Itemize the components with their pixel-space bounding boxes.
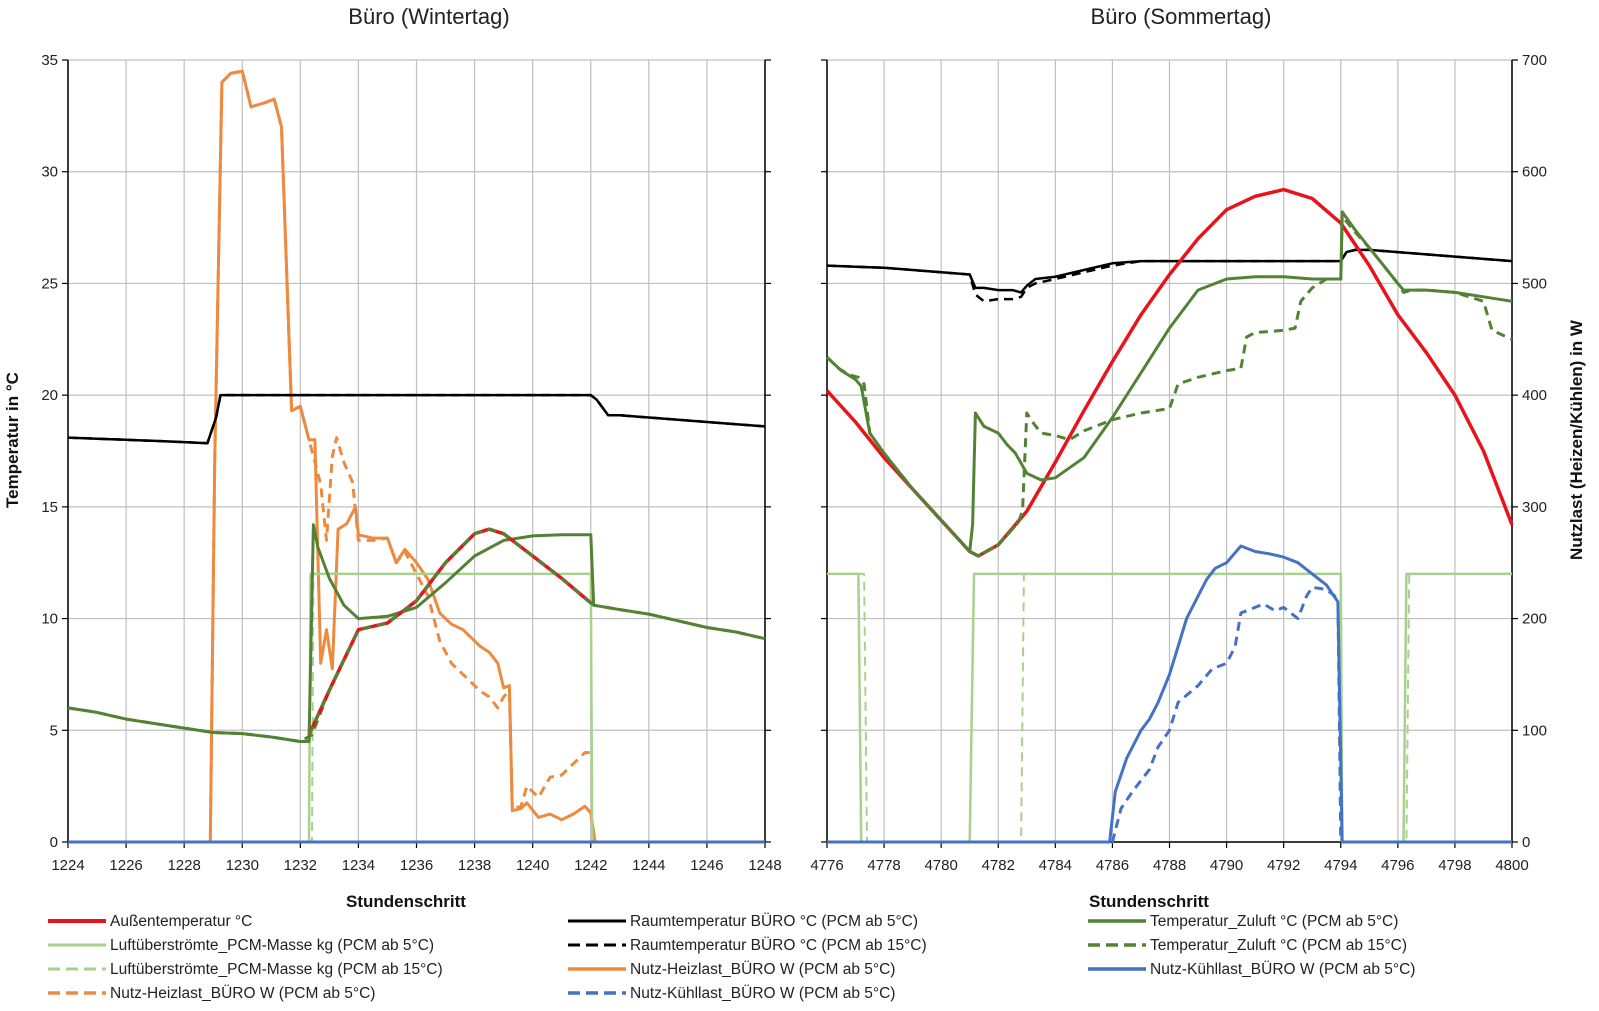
x-tick-label: 1240 xyxy=(516,857,549,874)
x-tick-label: 1232 xyxy=(284,857,317,874)
legend-entry: Nutz-Kühllast_BÜRO W (PCM ab 5°C) xyxy=(1088,960,1415,978)
x-tick-labels: 1224 1226 1228 1230 1232 1234 1236 1238 1240 1242… xyxy=(51,842,782,874)
y2-tick-label: 700 xyxy=(1522,52,1547,69)
y-tick-label: 20 xyxy=(41,387,58,404)
series-line-aussen_15_overlay xyxy=(969,521,1020,558)
x-tick-label: 1246 xyxy=(690,857,723,874)
series-line-aussen xyxy=(307,527,592,736)
x-tick-label: 4788 xyxy=(1153,857,1186,874)
x-tick-label: 4784 xyxy=(1039,857,1072,874)
legend-entry: Nutz-Heizlast_BÜRO W (PCM ab 5°C) xyxy=(48,984,375,1002)
legend-label: Luftüberströmte_PCM-Masse kg (PCM ab 5°C… xyxy=(110,937,434,954)
x-tick-label: 4782 xyxy=(982,857,1015,874)
legend-entry: Temperatur_Zuluft °C (PCM ab 15°C) xyxy=(1088,937,1407,954)
chart-title-left: Büro (Wintertag) xyxy=(348,4,509,29)
x-tick-label: 4786 xyxy=(1096,857,1129,874)
x-tick-label: 4778 xyxy=(867,857,900,874)
y-tick-label: 15 xyxy=(41,499,58,516)
x-tick-label: 4800 xyxy=(1495,857,1528,874)
y2-tick-label: 400 xyxy=(1522,387,1547,404)
legend: Außentemperatur °C Raumtemperatur BÜRO °C… xyxy=(48,912,1415,1002)
y-tick-label: 25 xyxy=(41,275,58,292)
x-tick-label: 4796 xyxy=(1381,857,1414,874)
legend-label: Raumtemperatur BÜRO °C (PCM ab 5°C) xyxy=(630,912,918,930)
legend-entry: Raumtemperatur BÜRO °C (PCM ab 5°C) xyxy=(568,912,918,930)
legend-entry: Nutz-Kühllast_BÜRO W (PCM ab 5°C) xyxy=(568,984,895,1002)
series-line-nutz_heiz_5 xyxy=(68,69,765,844)
series-line-raum_5 xyxy=(826,248,1513,294)
x-tick-label: 1238 xyxy=(458,857,491,874)
x-tick-label: 4798 xyxy=(1438,857,1471,874)
legend-label: Raumtemperatur BÜRO °C (PCM ab 15°C) xyxy=(630,936,927,954)
x-tick-label: 4780 xyxy=(924,857,957,874)
y2-tick-label: 0 xyxy=(1522,834,1530,851)
legend-label: Temperatur_Zuluft °C (PCM ab 15°C) xyxy=(1150,937,1407,954)
axis-labels: Temperatur in °C Nutzlast (Heizen/Kühlen… xyxy=(3,4,1586,911)
y-tick-label: 35 xyxy=(41,52,58,69)
series-line-kuehl_5 xyxy=(827,544,1512,844)
x-tick-label: 1248 xyxy=(748,857,781,874)
chart-title-right: Büro (Sommertag) xyxy=(1091,4,1272,29)
x-tick-label: 1244 xyxy=(632,857,665,874)
y-tick-label: 10 xyxy=(41,611,58,628)
legend-entry: Temperatur_Zuluft °C (PCM ab 5°C) xyxy=(1088,913,1398,930)
y2-tick-label: 500 xyxy=(1522,275,1547,292)
gridlines xyxy=(67,59,766,843)
x-tick-label: 1242 xyxy=(574,857,607,874)
x-axis-label-left: Stundenschritt xyxy=(346,892,466,911)
series-line-zuluft_5 xyxy=(825,210,1513,553)
series-line-luft_5 xyxy=(827,572,1512,844)
chart-panel-summer: 4776 4778 4780 4782 4784 4786 4788 4790 4792 4794… xyxy=(810,52,1547,874)
legend-entry: Raumtemperatur BÜRO °C (PCM ab 15°C) xyxy=(568,936,927,954)
legend-label: Nutz-Kühllast_BÜRO W (PCM ab 5°C) xyxy=(1150,960,1415,978)
y2-tick-label: 100 xyxy=(1522,722,1547,739)
x-tick-label: 4790 xyxy=(1210,857,1243,874)
legend-label: Nutz-Heizlast_BÜRO W (PCM ab 5°C) xyxy=(110,984,375,1002)
legend-entry: Luftüberströmte_PCM-Masse kg (PCM ab 5°C… xyxy=(48,937,434,954)
x-tick-label: 4794 xyxy=(1324,857,1357,874)
y2-tick-label: 200 xyxy=(1522,611,1547,628)
legend-entry: Außentemperatur °C xyxy=(48,913,252,930)
series-group xyxy=(67,69,766,844)
series-group xyxy=(825,187,1514,844)
legend-label: Nutz-Kühllast_BÜRO W (PCM ab 5°C) xyxy=(630,984,895,1002)
x-tick-labels: 4776 4778 4780 4782 4784 4786 4788 4790 4792 4794… xyxy=(810,842,1529,874)
chart-panel-winter: 1224 1226 1228 1230 1232 1234 1236 1238 1240 1242… xyxy=(41,52,781,874)
x-axis-label-right: Stundenschritt xyxy=(1089,892,1209,911)
y-axis-label-right: Nutzlast (Heizen/Kühlen) in W xyxy=(1567,319,1586,560)
series-line-nutz_heiz_15 xyxy=(68,69,591,844)
y2-tick-label: 300 xyxy=(1522,499,1547,516)
legend-label: Außentemperatur °C xyxy=(110,913,252,930)
series-line-kuehl_15 xyxy=(827,585,1343,844)
x-tick-label: 4792 xyxy=(1267,857,1300,874)
x-tick-label: 1234 xyxy=(342,857,375,874)
y2-tick-label: 600 xyxy=(1522,164,1547,181)
legend-label: Nutz-Heizlast_BÜRO W (PCM ab 5°C) xyxy=(630,960,895,978)
y-tick-labels-primary: 0 5 10 15 20 25 30 35 xyxy=(41,52,58,851)
legend-label: Luftüberströmte_PCM-Masse kg (PCM ab 15°… xyxy=(110,961,443,978)
y-tick-label: 30 xyxy=(41,164,58,181)
x-tick-label: 1224 xyxy=(51,857,84,874)
x-tick-label: 1226 xyxy=(109,857,142,874)
x-tick-label: 4776 xyxy=(810,857,843,874)
series-line-raum_5 xyxy=(67,393,766,445)
y-tick-labels-secondary: 0 100 200 300 400 500 600 700 xyxy=(1522,52,1547,851)
series-line-zuluft_5 xyxy=(67,523,766,743)
legend-entry: Nutz-Heizlast_BÜRO W (PCM ab 5°C) xyxy=(568,960,895,978)
y-axis-label-left: Temperatur in °C xyxy=(3,372,22,508)
x-tick-label: 1236 xyxy=(400,857,433,874)
gridlines xyxy=(826,59,1513,843)
x-tick-label: 1228 xyxy=(167,857,200,874)
legend-label: Temperatur_Zuluft °C (PCM ab 5°C) xyxy=(1150,913,1398,930)
x-tick-label: 1230 xyxy=(226,857,259,874)
y-tick-label: 5 xyxy=(50,722,58,739)
y-tick-label: 0 xyxy=(50,834,58,851)
legend-entry: Luftüberströmte_PCM-Masse kg (PCM ab 15°… xyxy=(48,961,443,978)
